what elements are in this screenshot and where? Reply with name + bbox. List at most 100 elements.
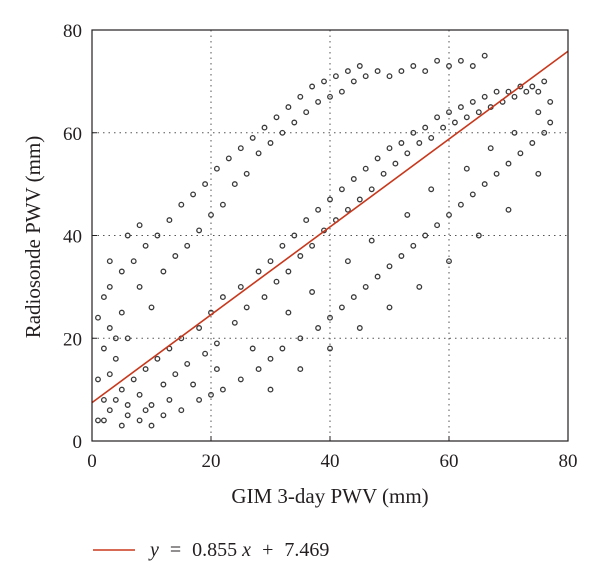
- scatter-point: [213, 366, 220, 373]
- scatter-point: [410, 242, 417, 249]
- scatter-point: [213, 165, 220, 172]
- scatter-point: [505, 88, 512, 95]
- scatter-point: [327, 196, 333, 203]
- scatter-point: [285, 104, 292, 111]
- scatter-point: [261, 124, 268, 131]
- scatter-point: [100, 396, 107, 403]
- scatter-point: [237, 145, 244, 152]
- scatter-point: [511, 93, 518, 100]
- scatter-point: [440, 124, 447, 131]
- scatter-point: [446, 211, 452, 218]
- y-tick-label: 60: [63, 124, 82, 145]
- scatter-point: [446, 109, 452, 116]
- x-tick-label: 60: [440, 451, 459, 472]
- scatter-point: [166, 396, 173, 403]
- scatter-points: [95, 52, 554, 429]
- scatter-point: [285, 309, 292, 316]
- scatter-point: [416, 140, 423, 146]
- scatter-point: [231, 319, 238, 326]
- scatter-point: [166, 217, 173, 224]
- scatter-point: [267, 355, 274, 362]
- scatter-point: [386, 304, 393, 311]
- scatter-point: [190, 381, 197, 388]
- axis-ticks: 0 20 40 60 80 0 20 40 60 80: [63, 21, 578, 472]
- scatter-point: [547, 98, 554, 105]
- scatter-point: [422, 232, 429, 239]
- scatter-point: [237, 283, 244, 290]
- scatter-point: [118, 422, 125, 429]
- scatter-point: [374, 273, 381, 280]
- scatter-point: [297, 335, 304, 342]
- scatter-point: [219, 201, 226, 208]
- scatter-point: [118, 309, 125, 316]
- scatter-point: [279, 242, 286, 249]
- scatter-point: [154, 355, 161, 362]
- scatter-point: [475, 232, 482, 239]
- scatter-point: [434, 57, 441, 64]
- scatter-point: [136, 283, 143, 290]
- scatter-point: [386, 145, 393, 152]
- scatter-point: [362, 73, 369, 80]
- scatter-point: [469, 98, 476, 105]
- scatter-point: [457, 104, 464, 111]
- scatter-point: [285, 268, 292, 275]
- scatter-point: [535, 109, 542, 116]
- scatter-point: [291, 119, 298, 126]
- y-tick-label: 40: [63, 227, 82, 248]
- scatter-point: [148, 304, 155, 311]
- scatter-point: [410, 129, 417, 136]
- scatter-point: [463, 114, 470, 121]
- legend-intercept: 7.469: [284, 539, 329, 561]
- scatter-point: [446, 63, 452, 69]
- x-tick-label: 0: [87, 451, 97, 472]
- scatter-point: [410, 63, 417, 69]
- scatter-point: [291, 232, 298, 239]
- legend-y-symbol: y: [148, 539, 159, 561]
- scatter-point: [327, 93, 333, 100]
- scatter-point: [267, 258, 274, 265]
- scatter-point: [451, 119, 458, 126]
- scatter-point: [338, 186, 345, 193]
- scatter-point: [315, 98, 322, 105]
- scatter-point: [95, 376, 101, 383]
- scatter-point: [112, 335, 119, 342]
- scatter-point: [303, 109, 310, 116]
- scatter-point: [172, 253, 179, 259]
- scatter-point: [208, 211, 214, 218]
- scatter-point: [273, 278, 280, 285]
- scatter-point: [231, 181, 238, 188]
- legend-equals: =: [170, 539, 181, 561]
- scatter-point: [136, 222, 143, 229]
- scatter-point: [255, 150, 262, 157]
- scatter-point: [356, 196, 363, 203]
- scatter-point: [398, 68, 405, 75]
- legend-plus: +: [262, 539, 273, 561]
- scatter-point: [505, 160, 512, 167]
- scatter-point: [523, 88, 530, 95]
- scatter-point: [434, 114, 441, 121]
- y-tick-label: 0: [73, 432, 83, 453]
- scatter-point: [493, 88, 500, 95]
- scatter-point: [190, 191, 197, 198]
- scatter-point: [172, 371, 179, 378]
- scatter-point: [118, 268, 125, 275]
- scatter-point: [106, 371, 113, 378]
- scatter-point: [463, 165, 470, 172]
- scatter-point: [446, 258, 452, 265]
- scatter-point: [541, 129, 548, 136]
- scatter-point: [416, 283, 423, 290]
- scatter-point: [148, 402, 155, 408]
- scatter-point: [106, 325, 113, 331]
- scatter-point: [196, 227, 203, 234]
- scatter-point: [457, 57, 464, 64]
- y-axis-label: Radiosonde PWV (mm): [21, 136, 45, 339]
- scatter-point: [428, 186, 435, 193]
- scatter-point: [535, 170, 542, 177]
- scatter-point: [106, 283, 113, 290]
- y-tick-label: 80: [63, 21, 82, 42]
- scatter-point: [225, 155, 232, 162]
- scatter-point: [106, 407, 113, 414]
- scatter-point: [219, 294, 226, 301]
- scatter-point: [219, 386, 226, 393]
